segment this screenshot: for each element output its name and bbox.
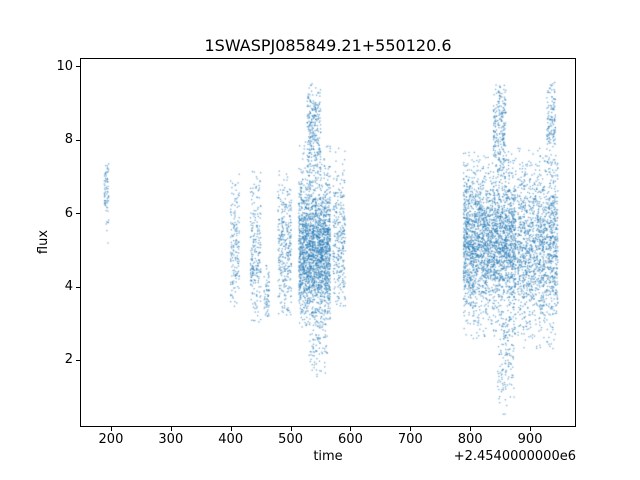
x-axis-label: time: [313, 449, 343, 464]
plot-area: [80, 58, 576, 427]
y-tick-label: 6: [64, 205, 73, 221]
x-tick-label: 400: [218, 432, 244, 447]
x-tick-mark: [170, 427, 172, 431]
y-tick-mark: [76, 66, 80, 68]
x-tick-mark: [470, 427, 472, 431]
y-tick-mark: [76, 139, 80, 141]
x-tick-mark: [350, 427, 352, 431]
x-axis-offset-text: +2.4540000000e6: [453, 449, 576, 464]
y-tick-mark: [76, 213, 80, 215]
y-tick-mark: [76, 286, 80, 288]
x-tick-label: 200: [98, 432, 124, 447]
y-tick-label: 4: [64, 279, 73, 295]
x-tick-mark: [290, 427, 292, 431]
x-tick-mark: [230, 427, 232, 431]
y-tick-label: 8: [64, 132, 73, 148]
y-tick-label: 2: [64, 352, 73, 368]
x-tick-label: 800: [457, 432, 483, 447]
chart-title: 1SWASPJ085849.21+550120.6: [204, 36, 452, 55]
scatter-points-canvas: [81, 59, 575, 426]
x-tick-mark: [530, 427, 532, 431]
y-axis-label: flux: [36, 229, 51, 255]
x-tick-label: 900: [517, 432, 543, 447]
y-tick-mark: [76, 359, 80, 361]
x-tick-label: 500: [278, 432, 303, 447]
x-tick-label: 700: [397, 432, 423, 447]
x-tick-label: 600: [338, 432, 363, 447]
x-tick-mark: [410, 427, 412, 431]
y-tick-label: 10: [56, 58, 73, 74]
x-tick-label: 300: [158, 432, 184, 447]
x-tick-mark: [110, 427, 112, 431]
